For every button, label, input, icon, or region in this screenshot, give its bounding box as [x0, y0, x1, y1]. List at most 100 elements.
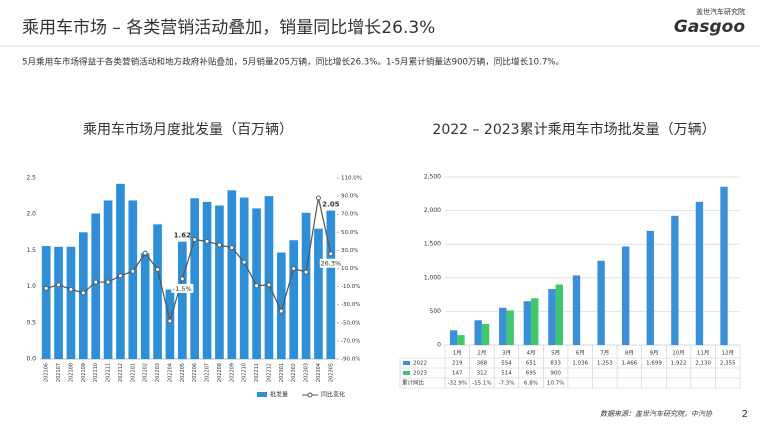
- logo-main: Gasgoo: [674, 17, 745, 37]
- yoy-line: [46, 197, 332, 324]
- x-tick-label: 4月: [527, 350, 536, 357]
- y2-tick-label: -30.0%: [341, 302, 360, 308]
- yoy-marker: [315, 195, 321, 201]
- bar: [695, 201, 704, 345]
- y-tick-label: 1.5: [26, 247, 36, 254]
- x-tick-label: 202201: [130, 363, 136, 382]
- bar: [720, 186, 728, 345]
- x-tick-label: 1月: [453, 350, 462, 357]
- x-tick-label: 202305: [328, 363, 334, 382]
- yoy-marker: [241, 259, 247, 265]
- yoy-marker: [266, 282, 272, 288]
- table-value: 695: [526, 371, 537, 377]
- y2-tick-label: -90.0%: [341, 357, 360, 363]
- page-number: 2: [742, 409, 748, 420]
- logo-top: 盖世汽车研究院: [696, 7, 745, 16]
- x-tick-label: 202209: [229, 363, 235, 382]
- y2-tick-label: 10.0%: [341, 266, 358, 272]
- yoy-marker: [56, 282, 62, 288]
- slide-title: 乘用车市场 – 各类营销活动叠加，销量同比增长26.3%: [22, 18, 435, 38]
- yoy-marker: [254, 283, 260, 289]
- yoy-marker: [68, 286, 74, 292]
- table-value: 2,130: [695, 361, 711, 367]
- x-tick-label: 202211: [254, 363, 260, 382]
- bar: [153, 224, 162, 359]
- bar: [301, 212, 311, 359]
- y-tick-label: 0.0: [26, 356, 36, 363]
- table-value: 1,922: [671, 361, 687, 367]
- x-tick-label: 8月: [625, 350, 634, 357]
- bar: [506, 310, 514, 345]
- x-tick-label: 11月: [697, 350, 710, 357]
- x-tick-label: 9月: [649, 350, 658, 357]
- table-value: 147: [452, 371, 463, 377]
- bar: [239, 197, 249, 359]
- label-box: [171, 283, 194, 293]
- yoy-marker: [303, 269, 309, 275]
- x-tick-label: 202207: [205, 363, 211, 382]
- bar: [140, 253, 150, 359]
- legend-swatch: [257, 392, 267, 397]
- label-box: [319, 258, 342, 268]
- x-tick-label: 202110: [93, 363, 99, 382]
- table-value: 900: [550, 371, 561, 377]
- table-value: 6.8%: [524, 381, 538, 387]
- bar: [499, 307, 507, 345]
- yoy-label: 26.3%: [320, 260, 341, 268]
- bar: [190, 198, 200, 359]
- yoy-marker: [93, 279, 99, 285]
- bar-label: 2.05: [322, 201, 339, 209]
- yoy-marker: [278, 308, 284, 314]
- x-tick-label: 6月: [576, 350, 585, 357]
- slide-subtitle: 5月乘用车市场得益于各类营销活动和地方政府补贴叠加，5月销量205万辆，同比增长…: [22, 56, 564, 68]
- y2-tick-label: 50.0%: [341, 230, 358, 236]
- x-tick-label: 202109: [81, 363, 87, 382]
- yoy-label: -1.5%: [173, 285, 192, 293]
- table-value: -32.9%: [448, 381, 467, 387]
- x-tick-label: 202203: [155, 363, 161, 382]
- table-value: 1,699: [646, 361, 662, 367]
- yoy-marker: [117, 273, 123, 279]
- bar: [531, 298, 539, 345]
- x-tick-label: 202303: [304, 363, 310, 382]
- table-value: 1,036: [572, 361, 588, 367]
- x-tick-label: 202205: [180, 363, 186, 382]
- bar: [91, 213, 101, 359]
- yoy-marker: [105, 279, 111, 285]
- x-tick-label: 202208: [217, 363, 223, 382]
- x-tick-label: 7月: [600, 350, 609, 357]
- table-value: 1,466: [622, 361, 638, 367]
- bar: [548, 289, 556, 345]
- bar: [474, 320, 482, 345]
- yoy-marker: [229, 245, 235, 251]
- x-tick-label: 202111: [106, 363, 112, 382]
- x-tick-label: 3月: [502, 350, 511, 357]
- yoy-marker: [43, 285, 49, 291]
- bar: [54, 246, 63, 359]
- table-value: 554: [501, 361, 512, 367]
- bar: [227, 190, 237, 359]
- bar: [41, 246, 51, 359]
- x-tick-label: 5月: [551, 350, 560, 357]
- y2-tick-label: 90.0%: [341, 194, 358, 200]
- y-tick-label: 0.5: [26, 319, 36, 326]
- legend-label: 2022: [413, 361, 427, 367]
- chart-title: 乘用车市场月度批发量（百万辆）: [83, 121, 293, 138]
- x-tick-label: 202108: [68, 363, 74, 382]
- legend-swatch: [403, 371, 410, 375]
- table-value: -15.1%: [472, 381, 491, 387]
- y-tick-label: 1,000: [424, 274, 441, 281]
- y-tick-label: 1,500: [424, 241, 441, 248]
- yoy-marker: [216, 242, 222, 248]
- x-tick-label: 202204: [167, 363, 173, 382]
- bar: [215, 205, 224, 359]
- y2-tick-label: 70.0%: [341, 212, 358, 218]
- y2-tick-label: 110.0%: [341, 176, 362, 182]
- y2-tick-label: -10.0%: [341, 284, 360, 290]
- x-tick-label: 202202: [143, 363, 149, 382]
- bar: [264, 196, 274, 359]
- bar: [671, 215, 679, 345]
- bar: [622, 246, 630, 345]
- yoy-marker: [155, 266, 161, 272]
